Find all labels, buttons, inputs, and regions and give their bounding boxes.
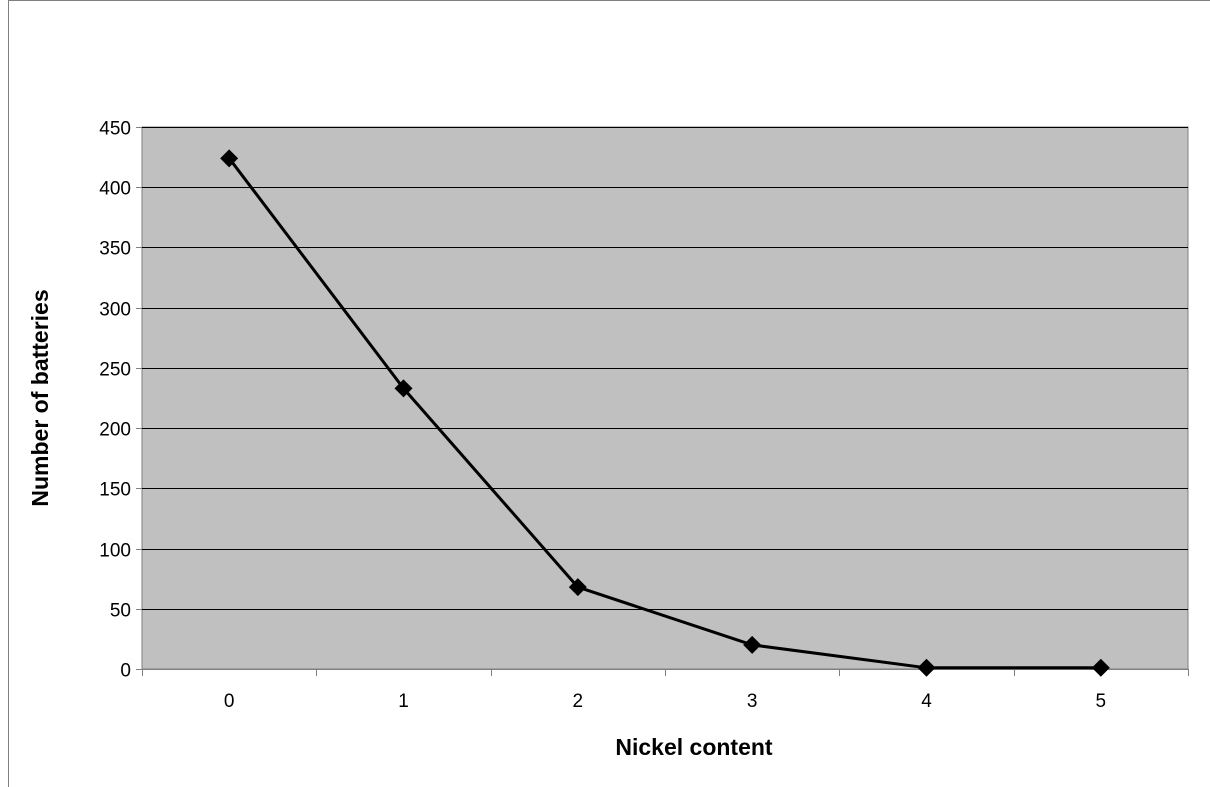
y-tick-label: 200 — [99, 420, 131, 441]
data-point-marker — [1091, 658, 1110, 677]
data-point-marker — [568, 578, 587, 597]
y-tick-label: 350 — [99, 239, 131, 260]
y-tick-label: 300 — [99, 300, 131, 321]
x-tick-label: 2 — [573, 691, 584, 712]
series-line — [228, 157, 1101, 670]
plot-area — [141, 126, 1189, 670]
y-tick-label: 150 — [99, 480, 131, 501]
y-axis-tick-labels: 0 50 100 150 200 250 300 350 400 450 — [99, 119, 131, 682]
x-axis-title: Nickel content — [615, 734, 773, 760]
axes — [136, 127, 1189, 676]
y-tick-label: 450 — [99, 119, 131, 140]
y-tick-label: 0 — [120, 661, 131, 682]
y-tick-label: 250 — [99, 360, 131, 381]
data-point-marker — [917, 658, 936, 677]
y-axis-title: Number of batteries — [27, 289, 53, 506]
series-group — [220, 149, 1110, 677]
gridlines — [142, 127, 1188, 610]
x-axis-tick-labels: 0 1 2 3 4 5 — [224, 691, 1106, 712]
y-tick-label: 50 — [110, 601, 131, 622]
data-point-marker — [743, 635, 762, 654]
y-tick-label: 400 — [99, 179, 131, 200]
x-tick-label: 0 — [224, 691, 235, 712]
data-point-marker — [394, 379, 413, 398]
y-tick-label: 100 — [99, 541, 131, 562]
data-point-marker — [220, 149, 239, 168]
x-tick-label: 1 — [398, 691, 409, 712]
x-tick-label: 3 — [747, 691, 758, 712]
x-tick-label: 4 — [921, 691, 932, 712]
x-tick-label: 5 — [1096, 691, 1107, 712]
